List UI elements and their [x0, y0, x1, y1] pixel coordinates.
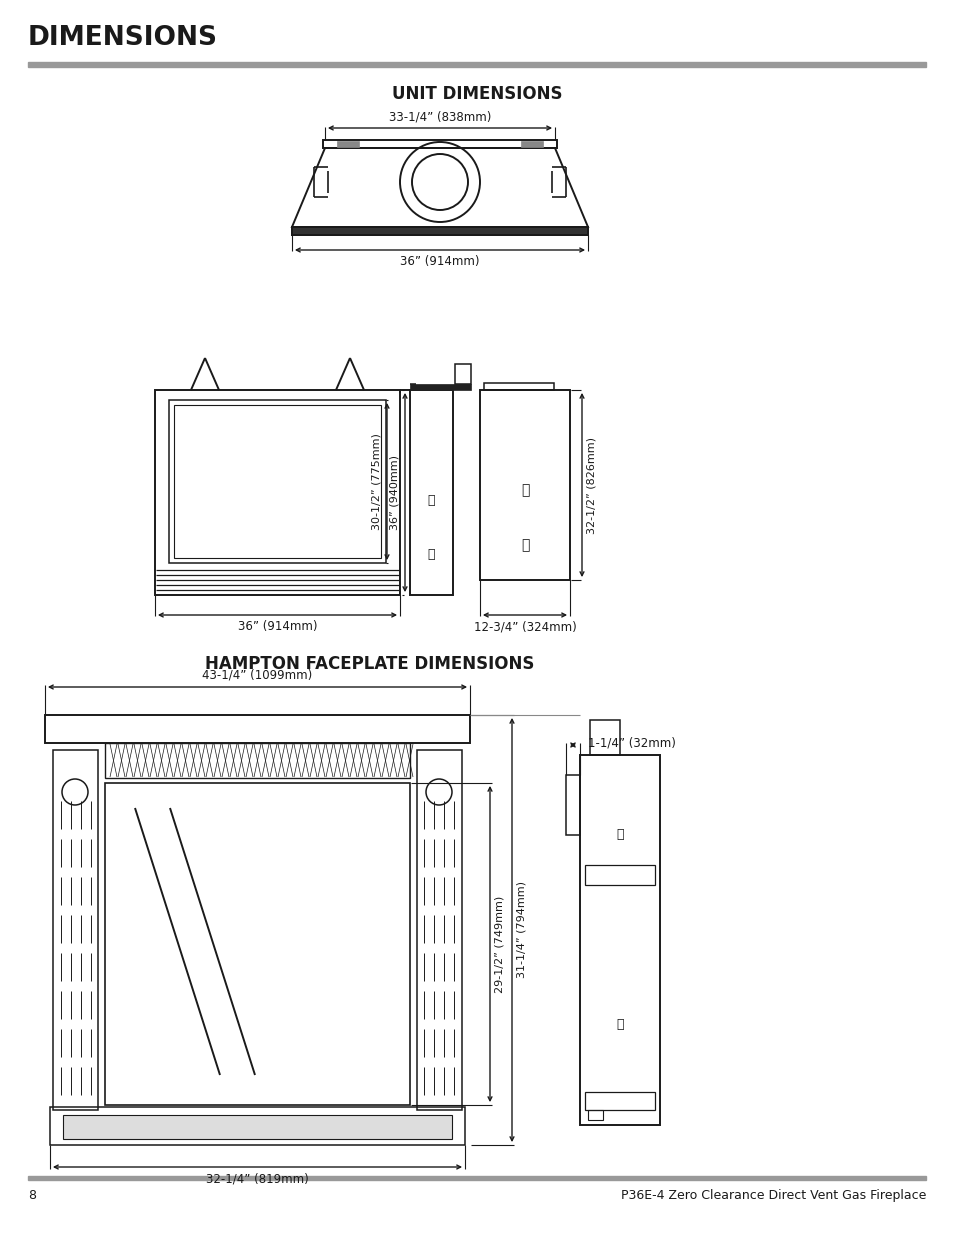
Bar: [53, 750, 98, 1110]
Text: DIMENSIONS: DIMENSIONS: [28, 25, 218, 51]
Bar: [50, 1107, 464, 1145]
Text: 29-1/2” (749mm): 29-1/2” (749mm): [495, 895, 504, 993]
Bar: [410, 384, 471, 390]
Bar: [483, 383, 554, 390]
Bar: [579, 755, 659, 1125]
Text: 31-1/4” (794mm): 31-1/4” (794mm): [517, 882, 526, 978]
Bar: [589, 720, 619, 755]
Text: HAMPTON FACEPLATE DIMENSIONS: HAMPTON FACEPLATE DIMENSIONS: [205, 655, 534, 673]
Text: 📖: 📖: [616, 1019, 623, 1031]
Bar: [173, 405, 380, 558]
Text: 1-1/4” (32mm): 1-1/4” (32mm): [587, 736, 675, 750]
Bar: [45, 715, 470, 743]
Text: 30-1/2” (775mm): 30-1/2” (775mm): [372, 433, 381, 530]
Bar: [63, 1115, 452, 1139]
Bar: [520, 141, 542, 147]
Bar: [28, 1176, 925, 1179]
Bar: [410, 390, 453, 595]
Text: 32-1/4” (819mm): 32-1/4” (819mm): [206, 1172, 309, 1186]
Text: 36” (940mm): 36” (940mm): [390, 454, 399, 530]
Bar: [416, 750, 461, 1110]
Bar: [169, 400, 386, 563]
Bar: [105, 783, 410, 1105]
Bar: [584, 864, 655, 885]
Text: 43-1/4” (1099mm): 43-1/4” (1099mm): [202, 669, 313, 682]
Text: 8: 8: [28, 1189, 36, 1202]
Text: 32-1/2” (826mm): 32-1/2” (826mm): [586, 436, 597, 534]
Text: UNIT DIMENSIONS: UNIT DIMENSIONS: [392, 85, 561, 103]
Bar: [154, 390, 399, 595]
Text: 36” (914mm): 36” (914mm): [400, 254, 479, 268]
Text: 12-3/4” (324mm): 12-3/4” (324mm): [473, 620, 576, 634]
Bar: [336, 141, 358, 147]
Bar: [292, 227, 587, 235]
Bar: [323, 140, 557, 148]
Bar: [28, 62, 925, 67]
Bar: [587, 1110, 602, 1120]
Text: 📖: 📖: [427, 548, 435, 562]
Text: 📖: 📖: [616, 829, 623, 841]
Text: 📖: 📖: [427, 494, 435, 506]
Text: 📖: 📖: [520, 538, 529, 552]
Bar: [105, 743, 410, 778]
Bar: [584, 1092, 655, 1110]
Bar: [479, 390, 569, 580]
Bar: [455, 364, 471, 384]
Text: 33-1/4” (838mm): 33-1/4” (838mm): [389, 110, 491, 124]
Text: P36E-4 Zero Clearance Direct Vent Gas Fireplace: P36E-4 Zero Clearance Direct Vent Gas Fi…: [620, 1189, 925, 1202]
Text: 36” (914mm): 36” (914mm): [237, 620, 317, 634]
Text: 📖: 📖: [520, 483, 529, 496]
Bar: [292, 227, 587, 235]
Bar: [565, 776, 579, 835]
